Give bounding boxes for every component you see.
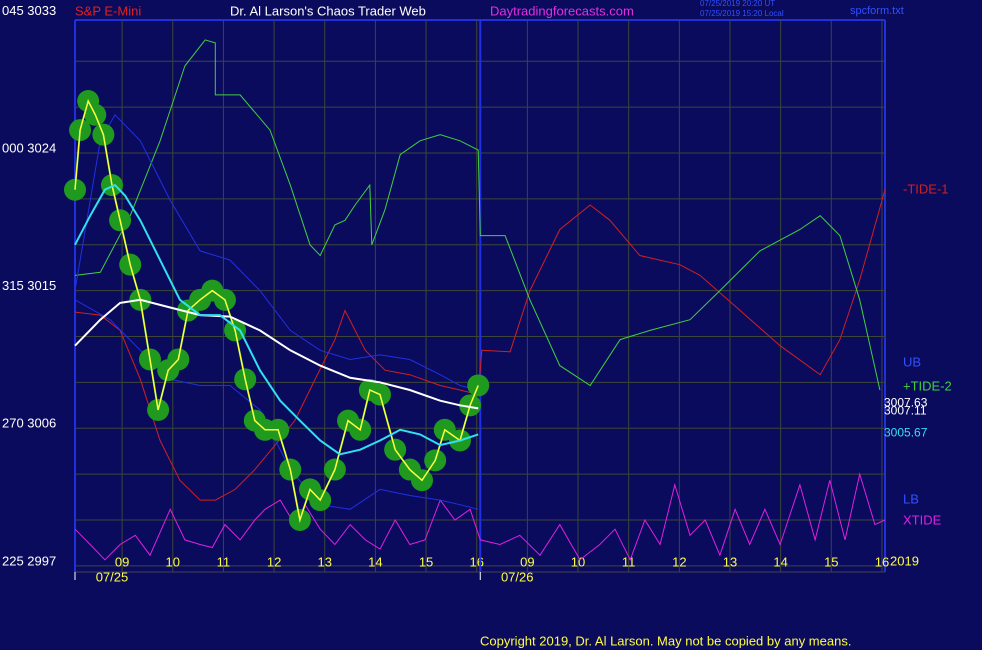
legend-label: -TIDE-1 bbox=[903, 181, 949, 196]
x-tick-label: 15 bbox=[419, 554, 433, 569]
series-line bbox=[74, 189, 886, 501]
x-tick-label: 14 bbox=[773, 554, 787, 569]
x-tick-label: 15 bbox=[824, 554, 838, 569]
y-tick-label: 315 3015 bbox=[2, 278, 56, 293]
y-tick-label: 270 3006 bbox=[2, 416, 56, 431]
x-tick-label: 16 bbox=[875, 554, 889, 569]
price-marker bbox=[467, 374, 490, 397]
x-tick-label: 14 bbox=[368, 554, 382, 569]
legend-label: UB bbox=[903, 354, 921, 369]
legend-label: LB bbox=[903, 491, 919, 506]
y-tick-label: 225 2997 bbox=[2, 553, 56, 568]
x-tick-label: 12 bbox=[672, 554, 686, 569]
site: Daytradingforecasts.com bbox=[490, 3, 634, 18]
price-marker bbox=[64, 178, 86, 201]
timestamp: 07/25/2019 20:20 UT bbox=[700, 0, 775, 8]
date-label: 07/25 bbox=[96, 569, 129, 584]
date-label: 07/26 bbox=[501, 569, 534, 584]
x-tick-label: 16 bbox=[469, 554, 483, 569]
y-tick-label: 045 3033 bbox=[2, 3, 56, 18]
x-tick-label: 13 bbox=[318, 554, 332, 569]
last-value-label: 3007.11 bbox=[884, 403, 927, 417]
copyright: Copyright 2019, Dr. Al Larson. May not b… bbox=[480, 633, 851, 648]
price-line bbox=[74, 98, 479, 523]
x-tick-label: 11 bbox=[217, 554, 231, 569]
series-line bbox=[74, 298, 479, 410]
x-tick-label: 10 bbox=[166, 554, 180, 569]
legend-label: +TIDE-2 bbox=[903, 378, 952, 393]
x-tick-label: 09 bbox=[520, 554, 534, 569]
legend-label: XTIDE bbox=[903, 512, 942, 527]
year: 2019 bbox=[890, 553, 919, 568]
series-line bbox=[74, 39, 881, 391]
series-line bbox=[74, 113, 479, 391]
chart-title: Dr. Al Larson's Chaos Trader Web bbox=[230, 3, 426, 18]
instrument: S&P E-Mini bbox=[75, 3, 141, 18]
x-tick-label: 11 bbox=[622, 554, 636, 569]
series-line bbox=[74, 472, 886, 562]
last-value-label: 3007.63 bbox=[884, 396, 928, 410]
timestamp: 07/25/2019 15:20 Local bbox=[700, 9, 784, 18]
x-tick-label: 13 bbox=[723, 554, 737, 569]
x-tick-label: 09 bbox=[115, 554, 129, 569]
last-value-label: 3005.67 bbox=[884, 425, 928, 439]
x-tick-label: 12 bbox=[267, 554, 281, 569]
series-line bbox=[74, 98, 480, 524]
series-line bbox=[74, 183, 479, 456]
file-name: spcform.txt bbox=[850, 5, 904, 17]
y-tick-label: 000 3024 bbox=[2, 140, 56, 155]
